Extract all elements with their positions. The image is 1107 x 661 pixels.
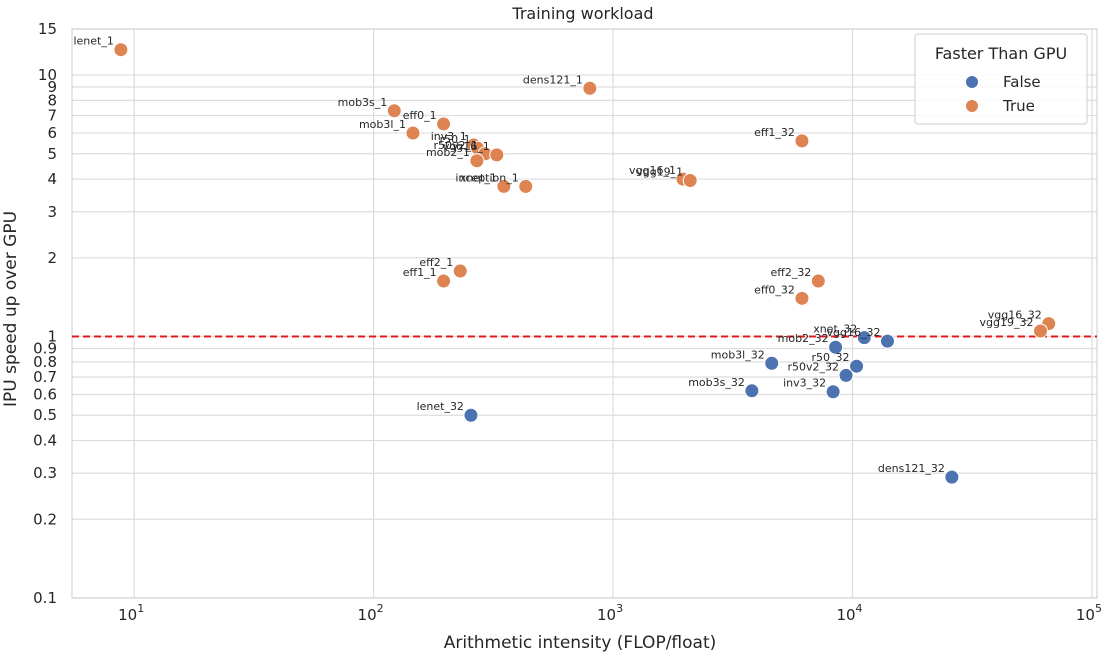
plot-frame <box>71 28 1098 599</box>
point-label: vgg16_32 <box>988 309 1042 322</box>
point-label: dens121_32 <box>878 462 945 475</box>
data-point <box>1033 323 1049 339</box>
point-label: eff0_32 <box>754 283 795 296</box>
data-point <box>838 367 854 383</box>
data-point <box>582 80 598 96</box>
point-label: mob3s_1 <box>338 96 388 109</box>
data-point <box>849 358 865 374</box>
chart-title: Training workload <box>511 4 653 23</box>
point-label: xnet_32 <box>813 323 857 336</box>
point-label: mob2_1 <box>426 146 470 159</box>
data-point <box>405 125 421 141</box>
point-label: vgg19_32 <box>980 316 1034 329</box>
legend-box <box>914 33 1088 125</box>
point-label: r50v2_32 <box>788 360 840 373</box>
data-point <box>825 384 841 400</box>
data-point <box>518 178 534 194</box>
legend-marker-false <box>965 75 979 89</box>
data-point <box>879 333 895 349</box>
legend-label-true: True <box>1002 97 1035 115</box>
point-label: inv3_1 <box>431 130 467 143</box>
point-label: vgg16_1 <box>629 164 676 177</box>
legend-marker-true <box>965 99 979 113</box>
point-label: inception_1 <box>455 171 518 184</box>
data-point <box>452 263 468 279</box>
y-tick-label: 3 <box>47 203 57 221</box>
legend-label-false: False <box>1003 73 1041 91</box>
data-point <box>794 290 810 306</box>
point-label: eff0_1 <box>403 109 437 122</box>
y-axis-label: IPU speed up over GPU <box>1 211 21 407</box>
data-point <box>682 173 698 189</box>
point-label: mob3s_32 <box>688 376 745 389</box>
point-label: eff2_32 <box>770 266 811 279</box>
y-tick-label: 2 <box>47 249 57 267</box>
point-label: inv3_32 <box>783 377 826 390</box>
data-point <box>469 153 485 169</box>
x-tick-label: 104 <box>836 602 862 624</box>
point-label: eff1_32 <box>754 126 795 139</box>
data-point <box>489 147 505 163</box>
point-label: r50_32 <box>812 351 850 364</box>
y-tick-label: 5 <box>47 145 57 163</box>
y-tick-label: 15 <box>38 20 57 38</box>
data-point <box>828 339 844 355</box>
point-label: xnet_1 <box>460 171 497 184</box>
x-tick-label: 103 <box>597 602 623 624</box>
point-label: vgg16_1 <box>443 140 490 153</box>
y-tick-label: 1 <box>47 328 57 346</box>
x-tick-label: 101 <box>118 602 144 624</box>
data-point <box>764 355 780 371</box>
legend-title: Faster Than GPU <box>935 44 1067 63</box>
y-tick-label: 4 <box>47 170 57 188</box>
point-label: dens121_1 <box>523 73 583 86</box>
y-tick-label: 10 <box>38 66 57 84</box>
point-label: mob2_32 <box>778 332 829 345</box>
y-tick-label: 0.2 <box>33 510 57 528</box>
data-point <box>794 133 810 149</box>
point-label: vgg16_32 <box>827 326 881 339</box>
y-tick-label: 8 <box>47 91 57 109</box>
x-tick-label: 102 <box>358 602 384 624</box>
data-point <box>436 116 452 132</box>
data-point <box>810 273 826 289</box>
data-point <box>113 42 129 58</box>
point-label: r50v2_1 <box>434 139 479 152</box>
y-tick-label: 9 <box>47 78 57 96</box>
y-tick-label: 6 <box>47 124 57 142</box>
y-tick-label: 0.9 <box>33 339 57 357</box>
point-label: mob3l_1 <box>359 118 406 131</box>
data-point <box>496 178 512 194</box>
legend: Faster Than GPU False True <box>914 33 1088 125</box>
y-tick-label: 0.4 <box>33 432 57 450</box>
y-tick-label: 0.3 <box>33 464 57 482</box>
point-label: lenet_1 <box>73 35 113 48</box>
data-point <box>744 383 760 399</box>
point-label: eff1_1 <box>403 266 437 279</box>
x-tick-label: 105 <box>1076 602 1102 624</box>
point-label: r50_1 <box>440 133 471 146</box>
x-tick-labels: 101 102 103 104 105 <box>118 602 1102 624</box>
y-tick-label: 0.1 <box>33 589 57 607</box>
y-tick-label: 0.8 <box>33 353 57 371</box>
y-tick-label: 0.5 <box>33 406 57 424</box>
point-label: lenet_32 <box>417 400 464 413</box>
x-axis-label: Arithmetic intensity (FLOP/float) <box>444 633 717 653</box>
data-points <box>113 42 1057 485</box>
data-point <box>436 273 452 289</box>
data-point <box>463 407 479 423</box>
data-point <box>856 330 872 346</box>
y-tick-label: 0.6 <box>33 386 57 404</box>
y-tick-label: 0.7 <box>33 368 57 386</box>
data-point <box>944 469 960 485</box>
point-label: mob3l_32 <box>711 348 765 361</box>
y-tick-label: 7 <box>47 107 57 125</box>
point-label: vgg19_1 <box>636 166 683 179</box>
point-label: eff2_1 <box>419 256 453 269</box>
data-point <box>386 103 402 119</box>
